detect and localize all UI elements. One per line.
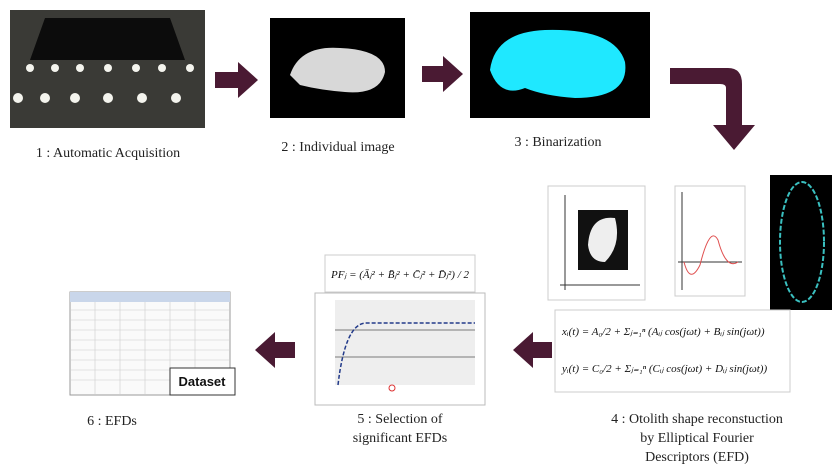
step-label: 1 : Automatic Acquisition: [36, 146, 180, 161]
acquisition-image: [10, 10, 205, 128]
step-label: significant EFDs: [353, 431, 448, 446]
otolith-image: [270, 18, 405, 118]
dataset-badge: Dataset: [179, 374, 227, 389]
binarized-image: [470, 12, 650, 118]
efd-plots: [548, 175, 832, 392]
step-label: 4 : Otolith shape reconstuction: [611, 412, 783, 427]
step-label: 3 : Binarization: [514, 135, 601, 150]
formula: yᵢ(t) = C₀/2 + Σⱼ₌₁ⁿ (Cᵢⱼ cos(jωt) + Dᵢⱼ…: [561, 363, 767, 375]
formula: xᵢ(t) = A₀/2 + Σⱼ₌₁ⁿ (Aᵢⱼ cos(jωt) + Bᵢⱼ…: [561, 326, 765, 338]
step-label: 2 : Individual image: [281, 140, 394, 155]
workflow-diagram: 1 : Automatic Acquisition 2 : Individual…: [0, 0, 832, 472]
step-label: 5 : Selection of: [357, 412, 442, 427]
step-label: 6 : EFDs: [87, 414, 137, 429]
step-label: by Elliptical Fourier: [640, 431, 754, 446]
step-label: Descriptors (EFD): [645, 450, 749, 465]
formula: PFⱼ = (Āⱼ² + B̄ⱼ² + C̄ⱼ² + D̄ⱼ²) / 2: [330, 269, 470, 281]
